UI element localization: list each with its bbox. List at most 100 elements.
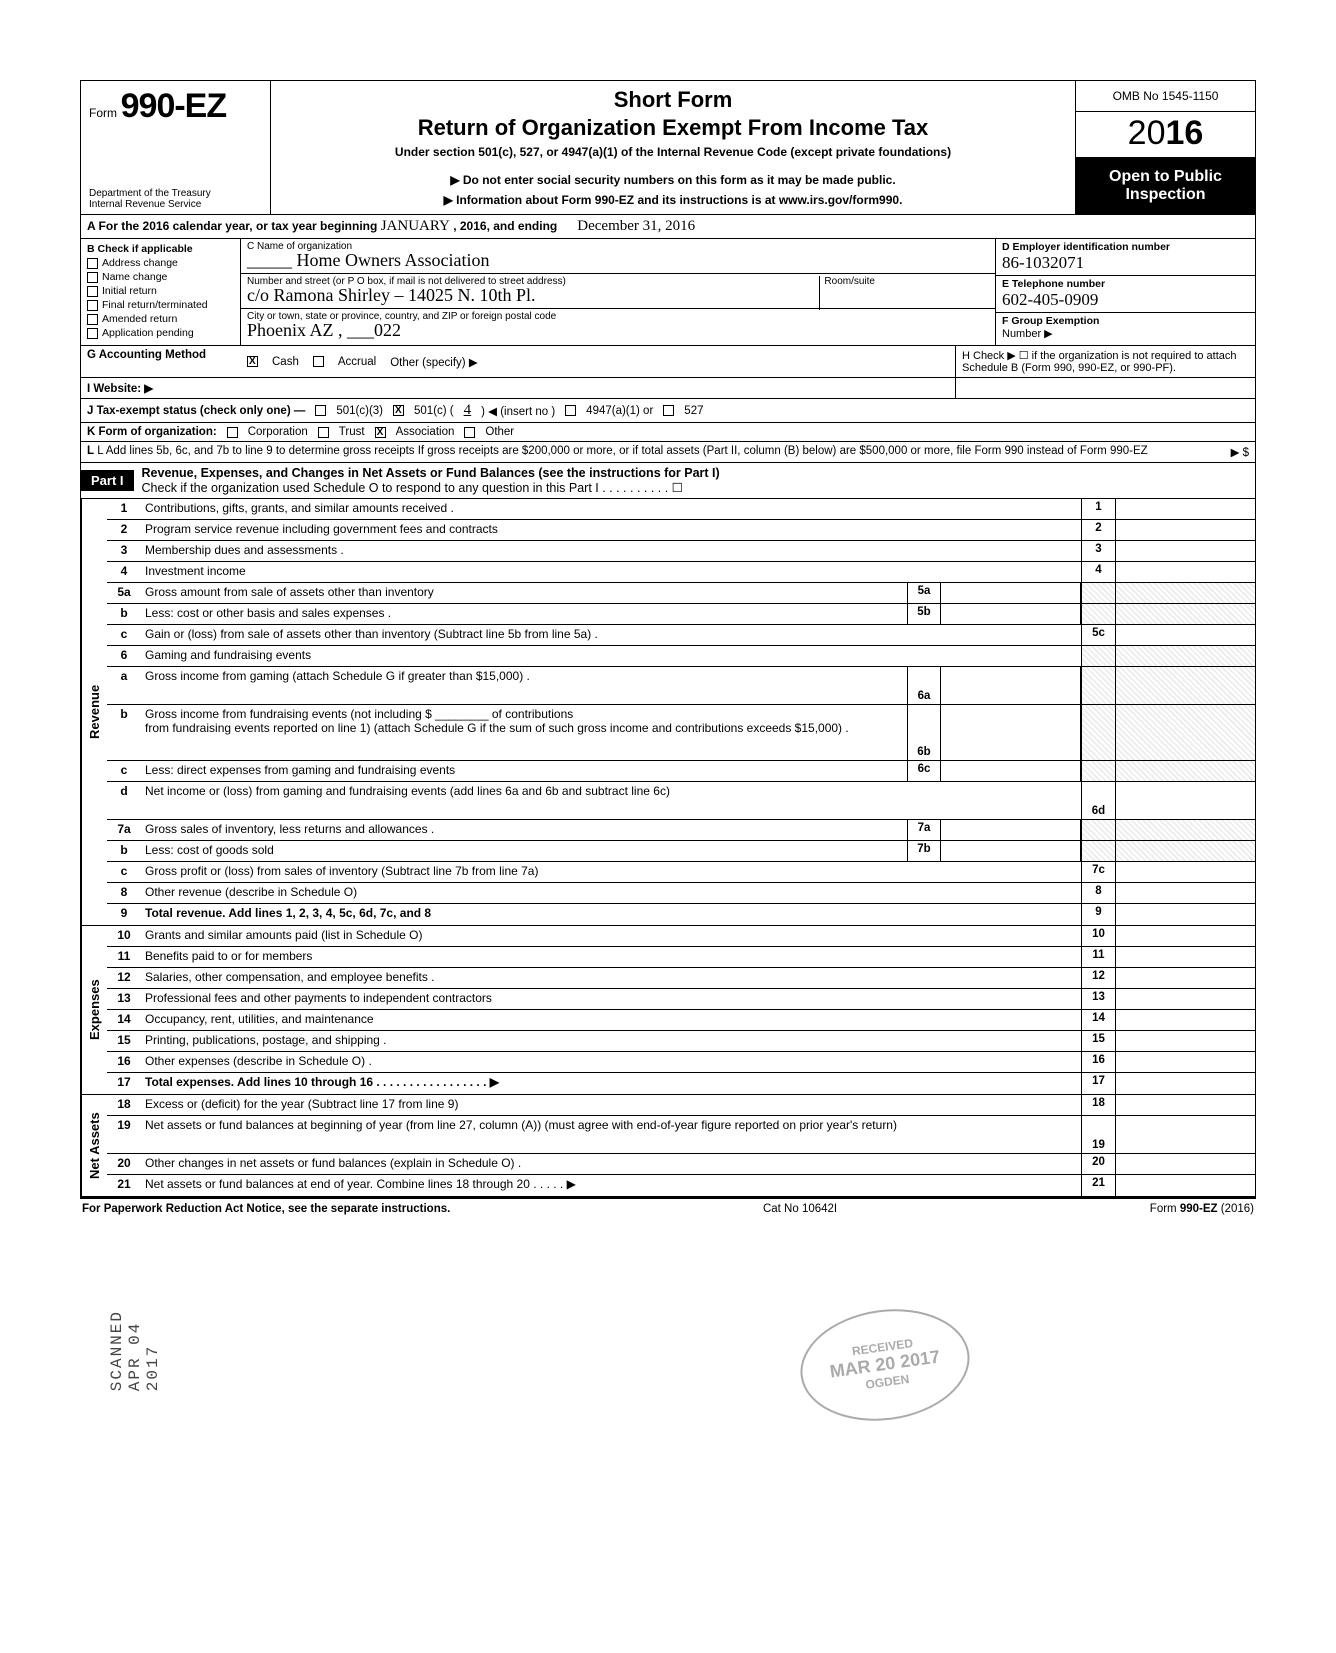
l11: Benefits paid to or for members: [141, 947, 1081, 967]
chk-501c3[interactable]: [315, 405, 326, 416]
l9: Total revenue. Add lines 1, 2, 3, 4, 5c,…: [141, 904, 1081, 925]
b-item-3: Final return/terminated: [102, 299, 208, 311]
j-o2b: 4: [464, 402, 472, 419]
c-name-cell: C Name of organization _____ Home Owners…: [241, 239, 995, 274]
chk-cash[interactable]: [247, 356, 258, 367]
chk-501c[interactable]: [393, 405, 404, 416]
room-label: Room/suite: [819, 276, 875, 310]
row-k: K Form of organization: Corporation Trus…: [81, 423, 1255, 442]
l17b: Total expenses. Add lines 10 through 16 …: [145, 1075, 499, 1089]
k-o2: Trust: [339, 426, 365, 438]
h-cont: [955, 378, 1255, 398]
chk-name[interactable]: [87, 272, 98, 283]
g-mid: Cash Accrual Other (specify) ▶: [241, 346, 955, 377]
row-a-mid: , 2016, and ending: [453, 219, 557, 233]
j-o2c: ) ◀ (insert no ): [481, 404, 555, 418]
l8: Other revenue (describe in Schedule O): [141, 883, 1081, 903]
title-main: Return of Organization Exempt From Incom…: [281, 115, 1065, 141]
b-item-0: Address change: [102, 257, 178, 269]
title-sub: Under section 501(c), 527, or 4947(a)(1)…: [281, 145, 1065, 159]
l10: Grants and similar amounts paid (list in…: [141, 926, 1081, 946]
c-city-val: Phoenix AZ , ___022: [247, 320, 989, 341]
l4: Investment income: [141, 562, 1081, 582]
l3: Membership dues and assessments .: [141, 541, 1081, 561]
chk-other[interactable]: [464, 427, 475, 438]
footer-right: Form Form 990-EZ (2016)990-EZ (2016): [1150, 1203, 1254, 1215]
l6: Gaming and fundraising events: [141, 646, 1081, 666]
j-o3: 4947(a)(1) or: [586, 405, 653, 417]
g-accrual: Accrual: [338, 356, 376, 368]
side-scan-text: SCANNED APR 04 2017: [108, 1310, 162, 1391]
b-item-1: Name change: [102, 271, 167, 283]
chk-corp[interactable]: [227, 427, 238, 438]
header-right: OMB No 1545-1150 2016 Open to Public Ins…: [1075, 81, 1255, 214]
h-text: H Check ▶ ☐ if the organization is not r…: [955, 346, 1255, 377]
footer-mid: Cat No 10642I: [763, 1203, 837, 1215]
open2: Inspection: [1080, 186, 1251, 204]
short-form: Short Form: [281, 87, 1065, 113]
l5c: Gain or (loss) from sale of assets other…: [141, 625, 1081, 645]
revenue-label: Revenue: [81, 499, 107, 925]
l6a: Gross income from gaming (attach Schedul…: [141, 667, 907, 704]
part1-hdr: Part I: [81, 470, 134, 491]
stamp-l1: RECEIVED: [799, 1329, 965, 1366]
ssn-note: ▶ Do not enter social security numbers o…: [281, 173, 1065, 187]
expenses-label: Expenses: [81, 926, 107, 1094]
revenue-grid: Revenue 1Contributions, gifts, grants, a…: [81, 499, 1255, 926]
c-city-cell: City or town, state or province, country…: [241, 309, 995, 343]
chk-pending[interactable]: [87, 328, 98, 339]
part1-row: Part I Revenue, Expenses, and Changes in…: [81, 463, 1255, 499]
b-item-5: Application pending: [102, 327, 194, 339]
l6b1: Gross income from fundraising events (no…: [145, 707, 432, 721]
form-label: Form: [89, 106, 117, 120]
chk-4947[interactable]: [565, 405, 576, 416]
l6c: Less: direct expenses from gaming and fu…: [141, 761, 907, 781]
k-o1: Corporation: [248, 426, 308, 438]
chk-amended[interactable]: [87, 314, 98, 325]
stamp-l3: OGDEN: [804, 1363, 970, 1400]
l16: Other expenses (describe in Schedule O) …: [141, 1052, 1081, 1072]
l-text: L Add lines 5b, 6c, and 7b to line 9 to …: [97, 445, 1147, 457]
f-label2: Number ▶: [1002, 327, 1249, 340]
l6b: Gross income from fundraising events (no…: [141, 705, 907, 760]
chk-address[interactable]: [87, 258, 98, 269]
row-a-end: December 31, 2016: [577, 218, 695, 234]
l6b3: from fundraising events reported on line…: [145, 721, 849, 735]
expenses-grid: Expenses 10Grants and similar amounts pa…: [81, 926, 1255, 1095]
info-note: ▶ Information about Form 990-EZ and its …: [281, 193, 1065, 207]
header-row: Form 990-EZ Department of the Treasury I…: [81, 81, 1255, 215]
chk-accrual[interactable]: [313, 356, 324, 367]
j-o2: 501(c) (: [414, 405, 454, 417]
c-name-val: _____ Home Owners Association: [247, 250, 989, 271]
l2: Program service revenue including govern…: [141, 520, 1081, 540]
l9b: Total revenue. Add lines 1, 2, 3, 4, 5c,…: [145, 906, 431, 920]
chk-assoc[interactable]: [375, 427, 386, 438]
chk-final[interactable]: [87, 300, 98, 311]
g-other: Other (specify) ▶: [390, 355, 477, 369]
part1-sub: Check if the organization used Schedule …: [142, 481, 683, 495]
chk-527[interactable]: [663, 405, 674, 416]
chk-trust[interactable]: [318, 427, 329, 438]
row-a-label: A For the 2016 calendar year, or tax yea…: [87, 219, 377, 233]
row-a: A For the 2016 calendar year, or tax yea…: [81, 215, 1255, 239]
g-label: G Accounting Method: [81, 346, 241, 377]
header-mid: Short Form Return of Organization Exempt…: [271, 81, 1075, 214]
c-street-val: c/o Ramona Shirley – 14025 N. 10th Pl.: [247, 285, 989, 306]
stamp-l2: MAR 20 2017: [801, 1343, 968, 1387]
d-cell: D Employer identification number 86-1032…: [996, 239, 1255, 276]
l20: Other changes in net assets or fund bala…: [141, 1154, 1081, 1174]
footer-left: For Paperwork Reduction Act Notice, see …: [82, 1203, 450, 1215]
block-bcdef: B Check if applicable Address change Nam…: [81, 239, 1255, 346]
b-item-2: Initial return: [102, 285, 157, 297]
chk-initial[interactable]: [87, 286, 98, 297]
open1: Open to Public: [1080, 168, 1251, 186]
l-arrow: ▶ $: [1231, 445, 1249, 459]
open-public: Open to Public Inspection: [1076, 158, 1255, 214]
l13: Professional fees and other payments to …: [141, 989, 1081, 1009]
header-left: Form 990-EZ Department of the Treasury I…: [81, 81, 271, 214]
l1: Contributions, gifts, grants, and simila…: [141, 499, 1081, 519]
d-val: 86-1032071: [1002, 253, 1249, 273]
year-bold: 16: [1166, 114, 1204, 152]
l6d: Net income or (loss) from gaming and fun…: [141, 782, 1081, 819]
col-b: B Check if applicable Address change Nam…: [81, 239, 241, 345]
